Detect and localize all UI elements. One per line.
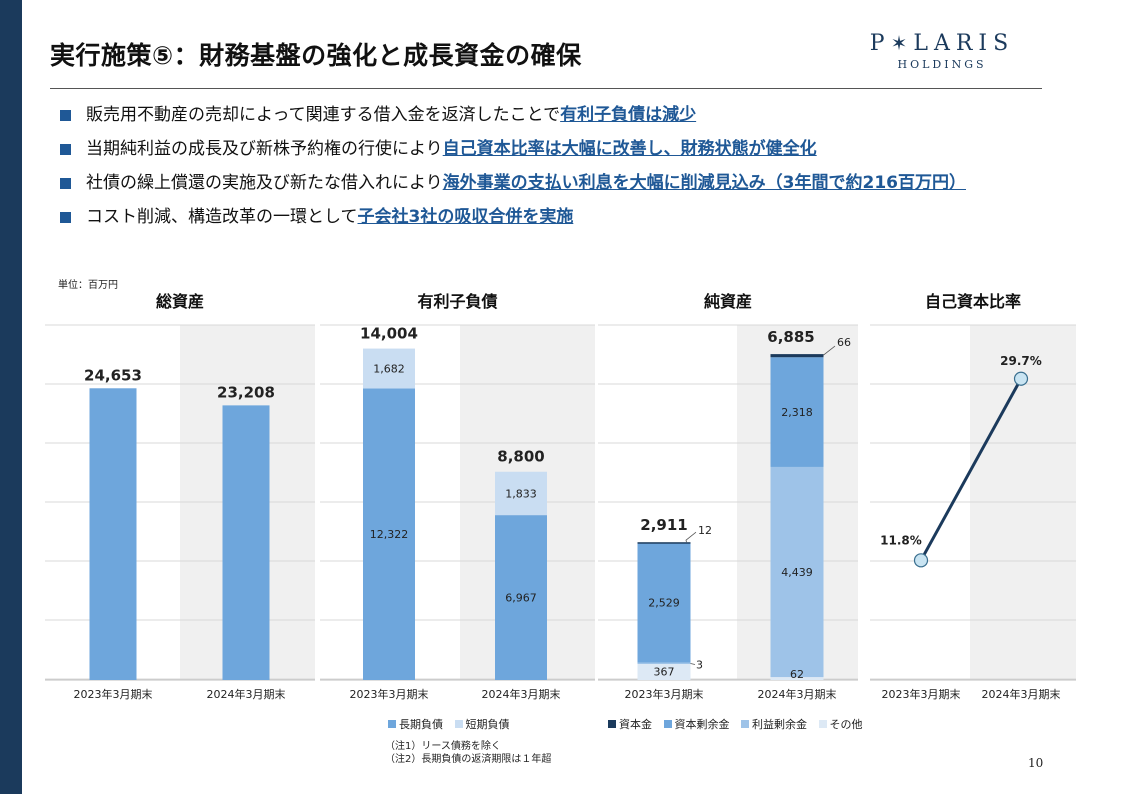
segment-value-label: 62	[790, 668, 804, 681]
legend-label: 資本金	[619, 718, 652, 731]
legend-label: その他	[829, 718, 863, 731]
x-tick-label: 2024年3月期末	[207, 687, 286, 701]
leader-line	[823, 345, 836, 356]
logo-brand-rest: LARIS	[913, 31, 1015, 56]
equity-ratio-point	[1013, 371, 1029, 386]
segment-value-label: 367	[654, 665, 675, 678]
bullet-highlight: 自己資本比率は大幅に改善し、財務状態が健全化	[442, 139, 817, 159]
page-number: 10	[1028, 756, 1044, 770]
bar-segment-other	[637, 662, 691, 680]
segment-value-label: 2,529	[648, 597, 680, 610]
bar-segment-other	[770, 677, 824, 680]
chart-title-debt: 有利子負債	[417, 292, 498, 311]
leader-line	[685, 531, 697, 543]
x-tick-label: 2023年3月期末	[74, 687, 153, 701]
equity-ratio-line	[919, 378, 1023, 562]
footnotes: （注1）リース債務を除く （注2）長期負債の返済期限は１年超	[385, 740, 551, 766]
bullet-item: 販売用不動産の売却によって関連する借入金を返済したことで有利子負債は減少	[58, 103, 1088, 127]
bullet-list: 販売用不動産の売却によって関連する借入金を返済したことで有利子負債は減少 当期純…	[58, 103, 1088, 239]
legend-swatch	[608, 720, 616, 728]
bar-segment-short-term-debt	[363, 348, 415, 389]
point-value-label: 29.7%	[1000, 354, 1042, 368]
segment-value-label: 66	[837, 336, 851, 349]
bar-total-label: 6,885	[767, 328, 814, 346]
segment-value-label: 3	[696, 658, 703, 671]
legend-swatch	[388, 720, 396, 728]
logo-brand-p: P	[869, 31, 891, 56]
legend-swatch	[818, 720, 827, 728]
bar-total-assets	[222, 405, 270, 680]
bullet-highlight: 有利子負債は減少	[560, 105, 697, 125]
legend-debt: 長期負債 短期負債	[380, 716, 510, 732]
bar-total-label: 8,800	[497, 448, 544, 466]
equity-ratio-point	[913, 553, 929, 568]
bar-segment-capital-surplus	[770, 357, 824, 467]
bar-total-label: 2,911	[640, 516, 687, 534]
chart-title-total-assets: 総資産	[155, 292, 204, 311]
bar-segment-long-term-debt	[363, 388, 415, 680]
legend-label: 短期負債	[465, 718, 510, 731]
segment-value-label: 12	[698, 524, 712, 537]
leader-line	[690, 663, 696, 665]
bar-segment-capital-stock	[770, 354, 824, 358]
x-tick-label: 2024年3月期末	[482, 687, 561, 701]
bullet-highlight: 子会社3社の吸収合併を実施	[357, 207, 574, 227]
bar-total-label: 14,004	[360, 325, 418, 343]
left-accent-bar	[0, 0, 22, 794]
bullet-item: 当期純利益の成長及び新株予約権の行使により自己資本比率は大幅に改善し、財務状態が…	[58, 137, 1088, 161]
footnote: （注1）リース債務を除く	[385, 741, 501, 752]
logo-subtitle: HOLDINGS	[897, 58, 987, 71]
bullet-text: コスト削減、構造改革の一環として	[86, 207, 358, 227]
unit-label: 単位：百万円	[58, 280, 118, 291]
legend-equity: 資本金 資本剰余金 利益剰余金 その他	[600, 716, 863, 732]
bar-segment-short-term-debt	[495, 471, 547, 516]
bar-segment-retained-earnings	[637, 662, 691, 664]
legend-label: 資本剰余金	[674, 718, 730, 731]
page-title: 実行施策⑤：財務基盤の強化と成長資金の確保	[50, 41, 582, 70]
bar-segment-retained-earnings	[770, 466, 824, 678]
bullet-highlight: 海外事業の支払い利息を大幅に削減見込み（3年間で約216百万円）	[442, 173, 966, 193]
legend-label: 長期負債	[399, 718, 443, 731]
bar-segment-long-term-debt	[495, 515, 547, 680]
bar-total-assets	[89, 388, 137, 680]
bullet-text: 社債の繰上償還の実施及び新たな借入れにより	[86, 173, 443, 193]
bullet-item: コスト削減、構造改革の一環として子会社3社の吸収合併を実施	[58, 205, 1088, 229]
legend-swatch	[454, 720, 463, 728]
legend-swatch	[663, 720, 672, 728]
segment-value-label: 12,322	[370, 528, 409, 541]
bullet-text: 当期純利益の成長及び新株予約権の行使により	[86, 139, 443, 159]
segment-value-label: 4,439	[781, 566, 813, 579]
star-icon: ✶	[890, 31, 914, 55]
x-tick-label: 2023年3月期末	[625, 687, 704, 701]
legend-label: 利益剰余金	[752, 718, 807, 731]
segment-value-label: 1,833	[505, 487, 537, 500]
bar-segment-capital-stock	[637, 542, 691, 544]
chart-title-net-assets: 純資産	[703, 292, 752, 311]
chart-title-equity-ratio: 自己資本比率	[924, 292, 1021, 311]
bar-value-label: 24,653	[84, 366, 142, 384]
x-tick-label: 2023年3月期末	[882, 687, 961, 701]
segment-value-label: 6,967	[505, 592, 537, 605]
legend-swatch	[741, 720, 749, 728]
x-tick-label: 2024年3月期末	[982, 687, 1061, 701]
footnote: （注2）長期負債の返済期限は１年超	[385, 754, 552, 765]
segment-value-label: 1,682	[373, 362, 405, 375]
x-tick-label: 2023年3月期末	[350, 687, 429, 701]
point-value-label: 11.8%	[880, 533, 922, 547]
bar-value-label: 23,208	[217, 383, 275, 401]
bar-segment-capital-surplus	[637, 542, 691, 663]
bullet-text: 販売用不動産の売却によって関連する借入金を返済したことで	[86, 105, 561, 125]
polaris-logo: P✶LARIS HOLDINGS	[852, 30, 1032, 78]
title-divider	[50, 88, 1042, 89]
segment-value-label: 2,318	[781, 406, 813, 419]
bullet-item: 社債の繰上償還の実施及び新たな借入れにより海外事業の支払い利息を大幅に削減見込み…	[58, 171, 1088, 195]
x-tick-label: 2024年3月期末	[758, 687, 837, 701]
